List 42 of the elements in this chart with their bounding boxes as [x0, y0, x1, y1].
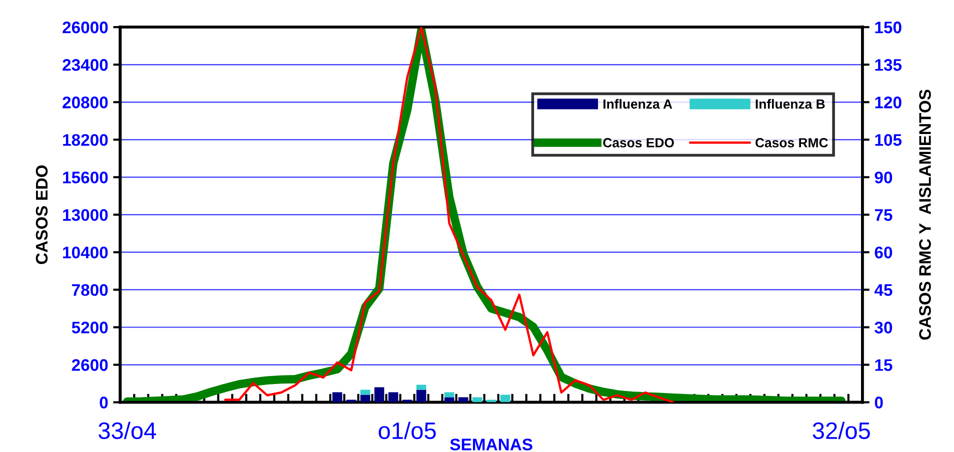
bar: [444, 392, 454, 398]
bar: [416, 390, 426, 402]
y2-tick-label: 120: [875, 96, 902, 108]
y-tick-label: 20800: [62, 96, 108, 108]
y-tick-label: 23400: [62, 59, 108, 71]
y-tick-label: 5200: [72, 322, 108, 334]
bar: [360, 394, 370, 402]
y2-tick-label: 0: [874, 396, 883, 408]
bar: [500, 394, 510, 402]
y-axis-title: CASOS EDO: [36, 165, 48, 264]
y-tick-label: 13000: [63, 209, 108, 221]
legend-label: Casos EDO: [603, 138, 674, 148]
y2-tick-label: 15: [875, 359, 892, 371]
x-axis-title: SEMANAS: [450, 438, 532, 450]
bar: [360, 390, 370, 395]
y2-tick-label: 45: [874, 284, 892, 296]
y2-tick-label: 150: [875, 22, 902, 34]
y2-tick-label: 90: [874, 172, 892, 184]
x-tick-label: o1/o5: [378, 422, 436, 440]
bar: [332, 392, 342, 402]
x-tick-label: 33/o4: [98, 422, 156, 440]
y-tick-label: 26000: [62, 22, 108, 34]
y-tick-label: 0: [100, 396, 108, 408]
y-tick-label: 10400: [63, 246, 108, 258]
legend-label: Influenza B: [756, 99, 825, 109]
y2-axis-title: CASOS RMC Y AISLAMIENTOS: [919, 90, 931, 340]
y2-tick-label: 30: [874, 322, 892, 334]
y2-tick-label: 60: [874, 246, 892, 258]
bar: [416, 384, 426, 390]
bar: [388, 392, 398, 402]
x-tick-label: 32/o5: [812, 422, 870, 440]
y-tick-label: 15600: [63, 172, 108, 184]
bar: [374, 387, 384, 402]
y-tick-label: 18200: [63, 134, 108, 146]
legend-label: Influenza A: [604, 99, 672, 109]
y2-tick-label: 105: [875, 134, 902, 146]
y2-tick-label: 75: [874, 209, 892, 221]
legend-label: Casos RMC: [756, 138, 828, 148]
line-series: [224, 27, 674, 402]
y-tick-label: 7800: [72, 284, 108, 296]
y-tick-label: 2600: [72, 359, 108, 371]
y2-tick-label: 135: [875, 59, 902, 71]
